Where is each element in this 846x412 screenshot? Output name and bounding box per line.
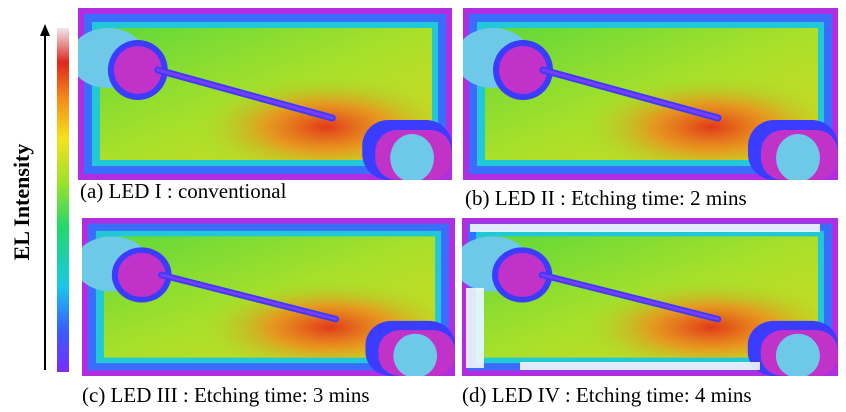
figure: EL Intensity (a) LED I : conventional (b… — [0, 0, 846, 412]
bright-edge — [466, 288, 484, 368]
caption: (b) LED II : Etching time: 2 mins — [465, 186, 747, 210]
panel-image — [70, 8, 452, 182]
bright-edge — [520, 362, 760, 370]
caption: (d) LED IV : Etching time: 4 mins — [462, 383, 752, 407]
arrow-head — [40, 24, 50, 36]
caption: (c) LED III : Etching time: 3 mins — [82, 383, 370, 407]
color-bar — [57, 28, 69, 372]
panel-image — [454, 218, 838, 378]
bright-edge — [470, 224, 820, 232]
panel-image — [455, 8, 838, 182]
axis-label: EL Intensity — [9, 144, 34, 261]
caption: (a) LED I : conventional — [80, 179, 287, 203]
page: {"axis_label": "EL Intensity", "panels":… — [0, 0, 846, 412]
panel-image — [74, 218, 455, 378]
